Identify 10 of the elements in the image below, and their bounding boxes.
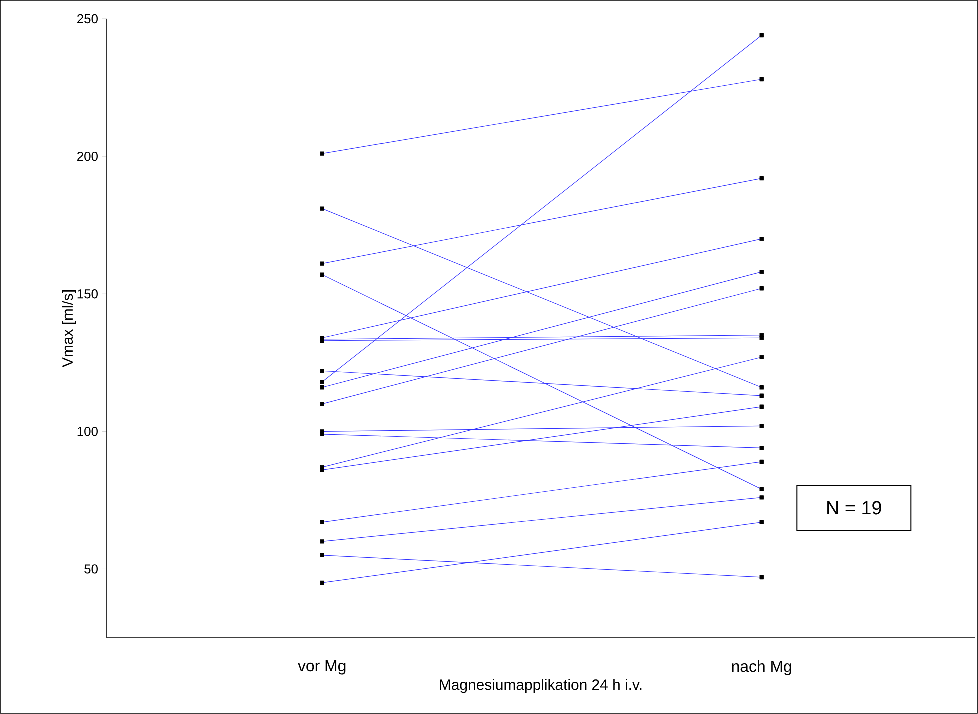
x-tick-label: nach Mg [732,660,792,676]
x-tick-label: vor Mg [298,660,346,675]
annotation: N = 19 [828,501,882,515]
x-axis-title: Magnesiumapplikation 24 h i.v. [440,679,642,694]
y-tick-label: 100 [78,427,98,436]
y-tick-label: 250 [78,14,98,24]
y-tick-label: 50 [84,564,98,574]
y-tick-label: 200 [78,152,98,162]
y-tick-label: 150 [78,290,98,299]
y-axis-title: Vmax [ml/s] [62,290,76,368]
